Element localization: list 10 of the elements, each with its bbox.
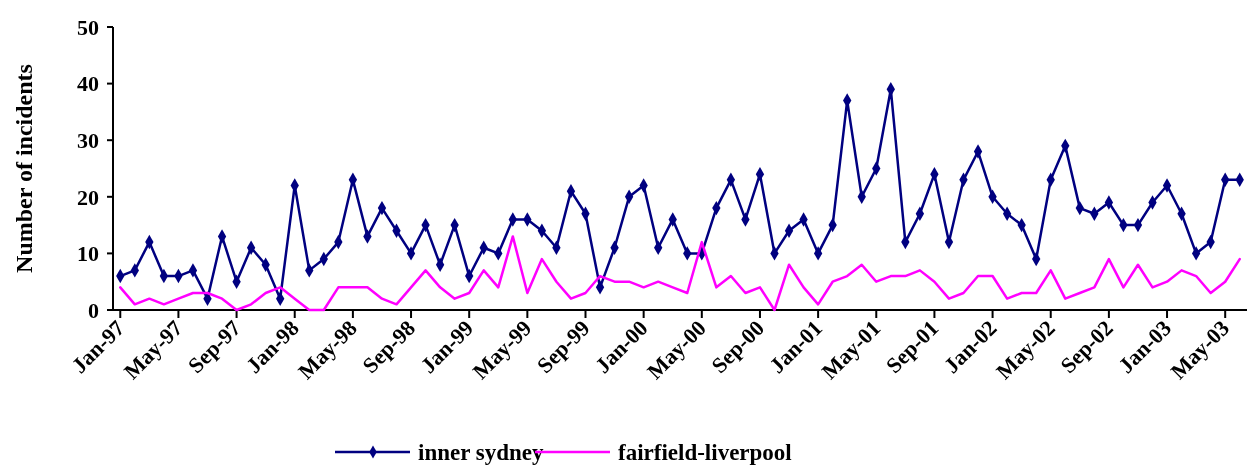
line-series <box>119 235 1241 312</box>
y-tick-label: 10 <box>77 241 99 267</box>
y-tick-label: 30 <box>77 127 99 153</box>
y-tick-label: 0 <box>88 297 99 323</box>
y-tick-label: 40 <box>77 71 99 97</box>
legend-label: inner sydney <box>418 440 544 466</box>
legend-label: fairfield-liverpool <box>618 440 792 466</box>
y-axis-title: Number of incidents <box>11 64 37 273</box>
y-tick-label: 50 <box>77 14 99 40</box>
y-tick-label: 20 <box>77 184 99 210</box>
